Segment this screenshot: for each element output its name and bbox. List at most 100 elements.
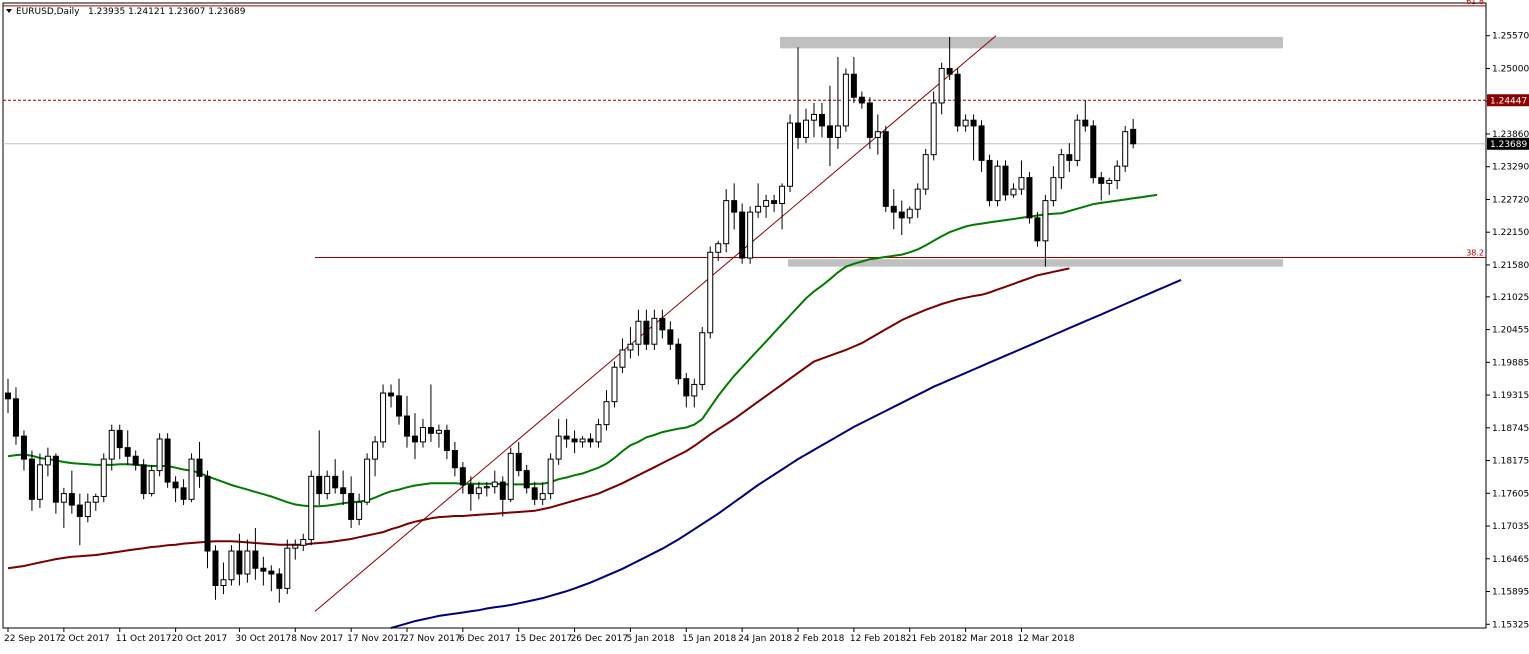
candle-body-bull <box>603 401 610 426</box>
candle-body-bull <box>922 154 929 190</box>
candle-body-bull <box>284 547 291 589</box>
candle <box>1090 120 1097 184</box>
candle <box>922 148 929 195</box>
symbol-label: EURUSD,Daily <box>16 7 80 17</box>
candle-body-bear <box>771 200 778 204</box>
candle-body-bear <box>236 550 243 575</box>
candle-body-bull <box>60 493 67 503</box>
candle <box>643 309 650 350</box>
candle-body-bear <box>396 395 403 417</box>
resistance-line-tag-label: 1.24447 <box>1490 96 1527 106</box>
candle-body-bull <box>874 131 881 138</box>
bid-line-tag <box>1487 137 1529 150</box>
candle-body-bull <box>244 550 251 575</box>
candle <box>459 461 466 494</box>
candle <box>92 493 99 511</box>
candle <box>523 464 530 494</box>
candle <box>1002 160 1009 201</box>
candle-body-bear <box>204 475 211 552</box>
candle <box>68 470 75 514</box>
candle <box>595 418 602 448</box>
candle <box>180 479 187 506</box>
candle <box>1018 160 1025 195</box>
candle <box>906 206 913 224</box>
candle <box>300 533 307 552</box>
y-tick-label: 1.18175 <box>1492 457 1529 467</box>
candle-body-bear <box>164 438 171 483</box>
candle <box>842 68 849 132</box>
candle-body-bull <box>994 165 1001 202</box>
candle <box>755 183 762 218</box>
y-tick-label: 1.25570 <box>1492 32 1529 42</box>
candle-body-bear <box>954 73 961 127</box>
y-tick-label: 1.19315 <box>1492 391 1529 401</box>
candle <box>787 114 794 192</box>
candle-body-bear <box>212 550 219 586</box>
candle-body-bear <box>978 125 985 161</box>
candle-body-bull <box>100 458 107 497</box>
candle <box>475 482 482 500</box>
y-tick-label: 1.25000 <box>1492 64 1529 74</box>
candle <box>260 556 267 586</box>
candle <box>316 430 323 506</box>
resistance-line-tag <box>1487 94 1529 107</box>
candles-layer <box>5 36 1137 603</box>
candle <box>483 482 490 497</box>
candle <box>292 539 299 560</box>
candle <box>659 309 666 339</box>
y-tick-label: 1.18745 <box>1492 424 1529 434</box>
candle-body-bear <box>499 481 506 500</box>
candle-body-bull <box>627 343 634 351</box>
candle-body-bear <box>76 504 83 518</box>
candle-body-bear <box>268 570 275 575</box>
candle-body-bear <box>180 487 187 500</box>
ohlc-label: 1.23935 1.24121 1.23607 1.23689 <box>88 7 246 17</box>
candle-body-bull <box>491 481 498 488</box>
candle <box>795 47 802 149</box>
candle <box>747 206 754 264</box>
candle <box>467 476 474 511</box>
candle <box>1042 194 1049 267</box>
candle-body-bear <box>316 475 323 495</box>
candle-body-bull <box>787 122 794 187</box>
candle-body-bull <box>372 441 379 460</box>
candle <box>803 108 809 144</box>
zones-layer <box>780 36 1283 267</box>
candle <box>284 539 291 595</box>
candle-body-bull <box>92 495 99 503</box>
candle <box>1026 171 1033 224</box>
candle <box>12 387 19 445</box>
candle <box>443 424 450 460</box>
candle <box>563 418 570 448</box>
candle-body-bull <box>435 429 442 434</box>
candle <box>651 309 658 350</box>
candle-body-bear <box>12 398 19 437</box>
candle-body-bear <box>986 159 993 202</box>
candle <box>172 476 179 503</box>
x-tick-label: 11 Oct 2017 <box>116 634 172 644</box>
y-tick-label: 1.17605 <box>1492 489 1529 499</box>
candle-body-bull <box>356 501 363 520</box>
candle <box>108 424 115 471</box>
candle <box>419 418 426 448</box>
candle-body-bear <box>898 211 905 219</box>
candle-body-bull <box>36 464 43 500</box>
candle-body-bear <box>124 447 131 457</box>
candle <box>890 189 897 230</box>
candle-body-bull <box>723 200 730 245</box>
candle-body-bull <box>380 392 387 443</box>
candle <box>994 160 1001 207</box>
x-tick-label: 8 Nov 2017 <box>291 634 343 644</box>
candle-body-bear <box>52 455 59 503</box>
candle-body-bull <box>1018 177 1025 190</box>
candle <box>962 114 969 132</box>
candle <box>1058 148 1065 190</box>
candle-body-bull <box>707 251 714 334</box>
x-tick-label: 15 Dec 2017 <box>515 634 573 644</box>
candle <box>140 459 147 500</box>
collapse-triangle-icon[interactable] <box>6 9 12 13</box>
candle-body-bear <box>252 550 259 569</box>
candle-body-bear <box>443 429 450 451</box>
